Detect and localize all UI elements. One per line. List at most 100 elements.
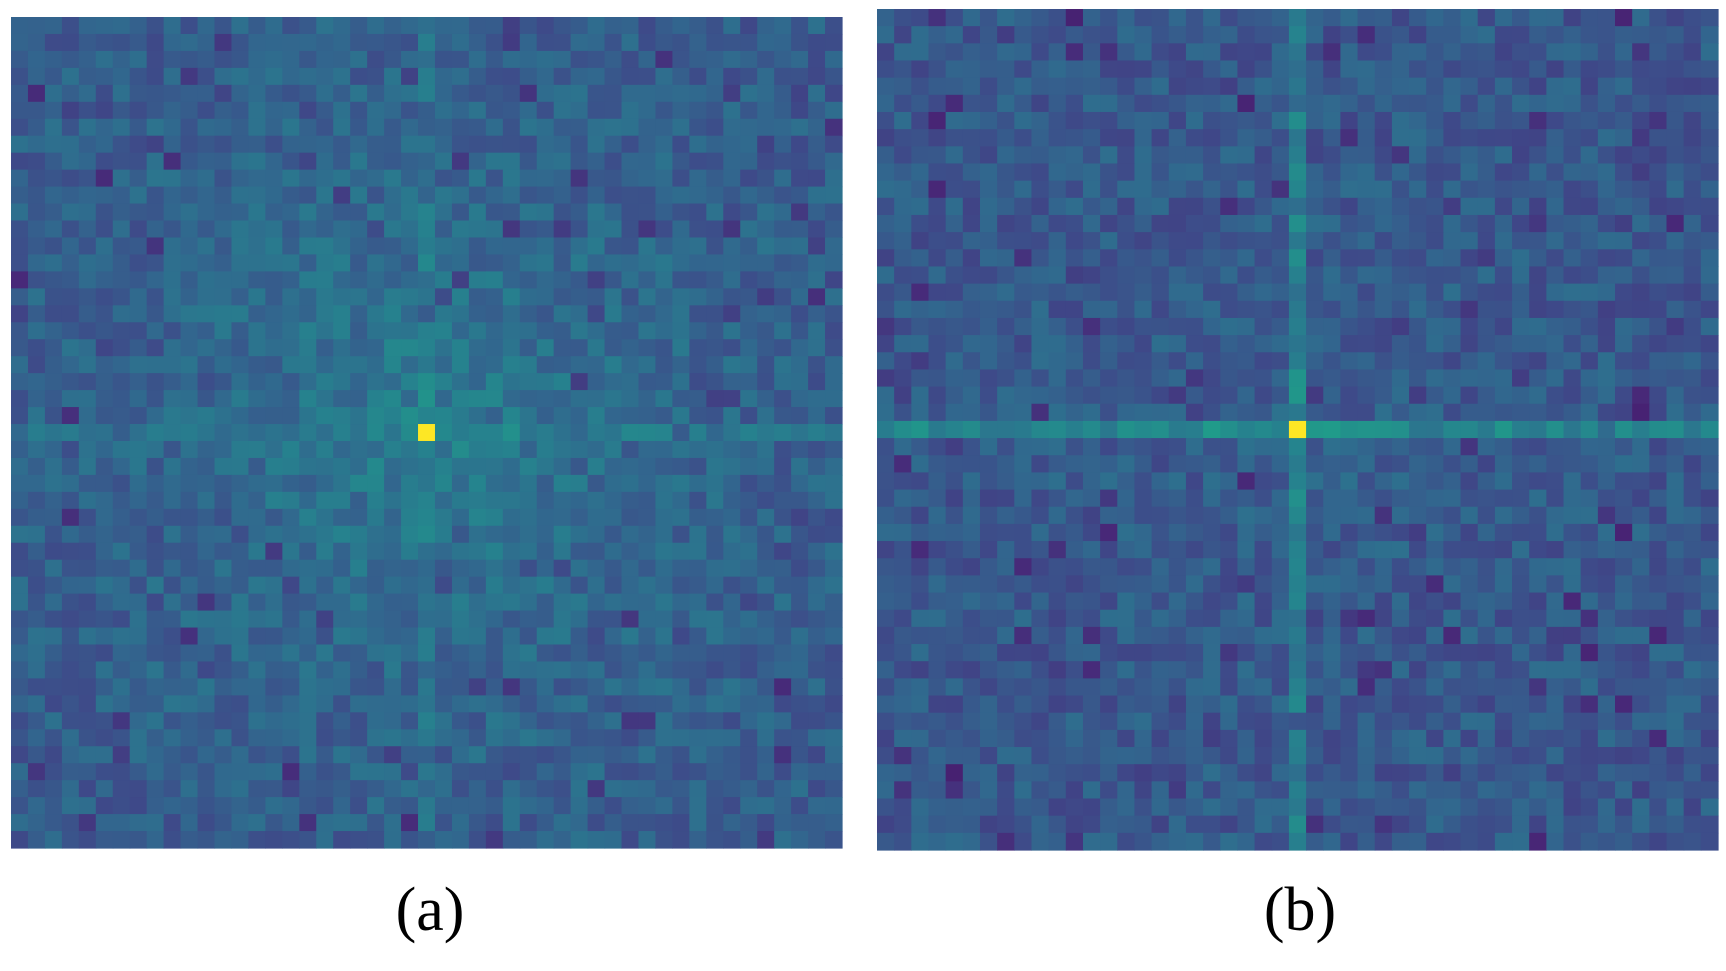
pixel [1082,712,1101,731]
pixel [367,203,385,222]
pixel [1460,420,1479,439]
pixel [316,135,334,154]
pixel [638,695,657,713]
pixel [1203,369,1221,388]
pixel [146,101,165,120]
pixel [316,17,334,35]
pixel [604,525,623,544]
pixel [434,491,453,510]
pixel [1048,317,1067,336]
pixel [468,440,487,459]
pixel [502,356,521,374]
pixel [197,814,216,832]
pixel [367,288,385,306]
pixel [1014,661,1033,679]
pixel [553,474,572,493]
pixel [1683,214,1702,233]
pixel [1426,575,1444,594]
pixel [61,559,80,578]
pixel [774,390,792,408]
pixel [248,644,266,663]
pixel [706,373,724,391]
pixel [248,491,266,510]
pixel [1031,747,1050,765]
pixel [197,457,216,476]
pixel [1632,523,1650,542]
pixel [1065,438,1084,456]
pixel [112,322,131,340]
pixel [1494,712,1513,731]
pixel [1632,232,1650,250]
pixel [248,525,266,544]
pixel [962,283,981,302]
pixel [536,390,555,408]
pixel [299,661,317,680]
pixel [78,559,97,578]
pixel [877,352,895,371]
pixel [11,407,29,425]
pixel [962,729,981,748]
pixel [672,695,690,713]
pixel [519,186,538,205]
pixel [911,111,930,130]
pixel [587,746,606,764]
pixel [587,559,606,578]
pixel [1357,455,1376,473]
pixel [1203,695,1221,714]
pixel [502,67,521,86]
pixel [1357,129,1376,147]
pixel [248,407,266,425]
pixel [180,542,199,561]
pixel [774,474,792,493]
pixel [1443,438,1462,456]
pixel [706,305,724,323]
pixel [825,203,843,222]
pixel [265,763,283,781]
pixel [146,763,165,781]
pixel [723,118,741,137]
pixel [1546,781,1565,800]
pixel [825,763,843,781]
pixel [689,780,707,798]
pixel [740,33,758,52]
pixel [282,33,300,52]
pixel [808,542,826,561]
pixel [180,678,199,696]
pixel [1014,558,1033,576]
pixel [316,237,334,256]
pixel [808,84,826,103]
pixel [468,373,487,391]
pixel [231,457,250,476]
pixel [706,186,724,205]
pixel [1151,43,1170,62]
pixel [180,644,199,663]
pixel [282,440,300,459]
pixel [877,214,895,233]
pixel [997,661,1015,679]
pixel [1632,455,1650,473]
pixel [587,780,606,798]
pixel [1666,729,1685,748]
pixel [997,609,1015,628]
pixel [1220,489,1239,508]
pixel [468,797,487,815]
pixel [1185,129,1204,147]
pixel [1580,129,1599,147]
pixel [911,266,930,285]
pixel [95,763,114,781]
pixel [1615,386,1633,405]
pixel [1340,369,1359,388]
pixel [163,237,182,256]
pixel [129,288,148,306]
pixel [723,627,741,646]
pixel [146,17,165,35]
pixel [1391,94,1410,113]
pixel [248,474,266,493]
pixel [740,203,758,222]
pixel [757,576,775,595]
pixel [655,424,674,442]
pixel [1391,317,1410,336]
pixel [1580,575,1599,594]
pixel [1323,609,1341,628]
pixel [11,50,29,69]
